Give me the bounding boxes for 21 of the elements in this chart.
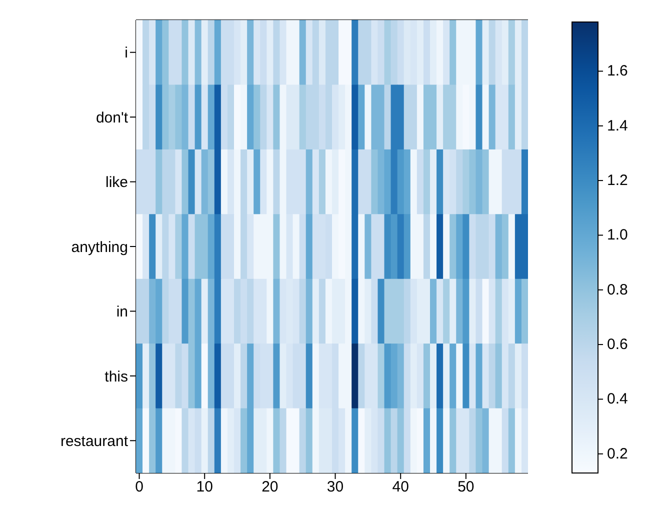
y-tick-label: in — [116, 304, 128, 321]
color-bar-label: 1.2 — [607, 172, 628, 190]
x-tick-label: 20 — [262, 478, 278, 496]
color-bar-label: 1.0 — [607, 226, 628, 244]
x-tick-label: 50 — [458, 478, 474, 496]
color-bar-label: 0.6 — [607, 336, 628, 354]
color-bar-label: 0.8 — [607, 281, 628, 298]
y-tick-label: don't — [96, 109, 129, 126]
y-tick-label: anything — [71, 238, 128, 256]
x-tick-label: 10 — [196, 478, 213, 496]
y-tick-label: this — [104, 368, 128, 386]
x-tick-label: 40 — [392, 478, 409, 496]
x-tick-label: 0 — [135, 478, 144, 496]
color-bar-label: 1.6 — [607, 62, 628, 80]
color-bar-label: 1.4 — [607, 117, 628, 134]
y-tick-label: i — [124, 44, 128, 62]
color-bar-label: 0.2 — [607, 445, 628, 462]
color-bar-label: 0.4 — [607, 390, 628, 408]
y-tick-label: restaurant — [60, 432, 129, 450]
x-tick-label: 30 — [326, 478, 344, 496]
y-tick-label: like — [105, 174, 128, 192]
